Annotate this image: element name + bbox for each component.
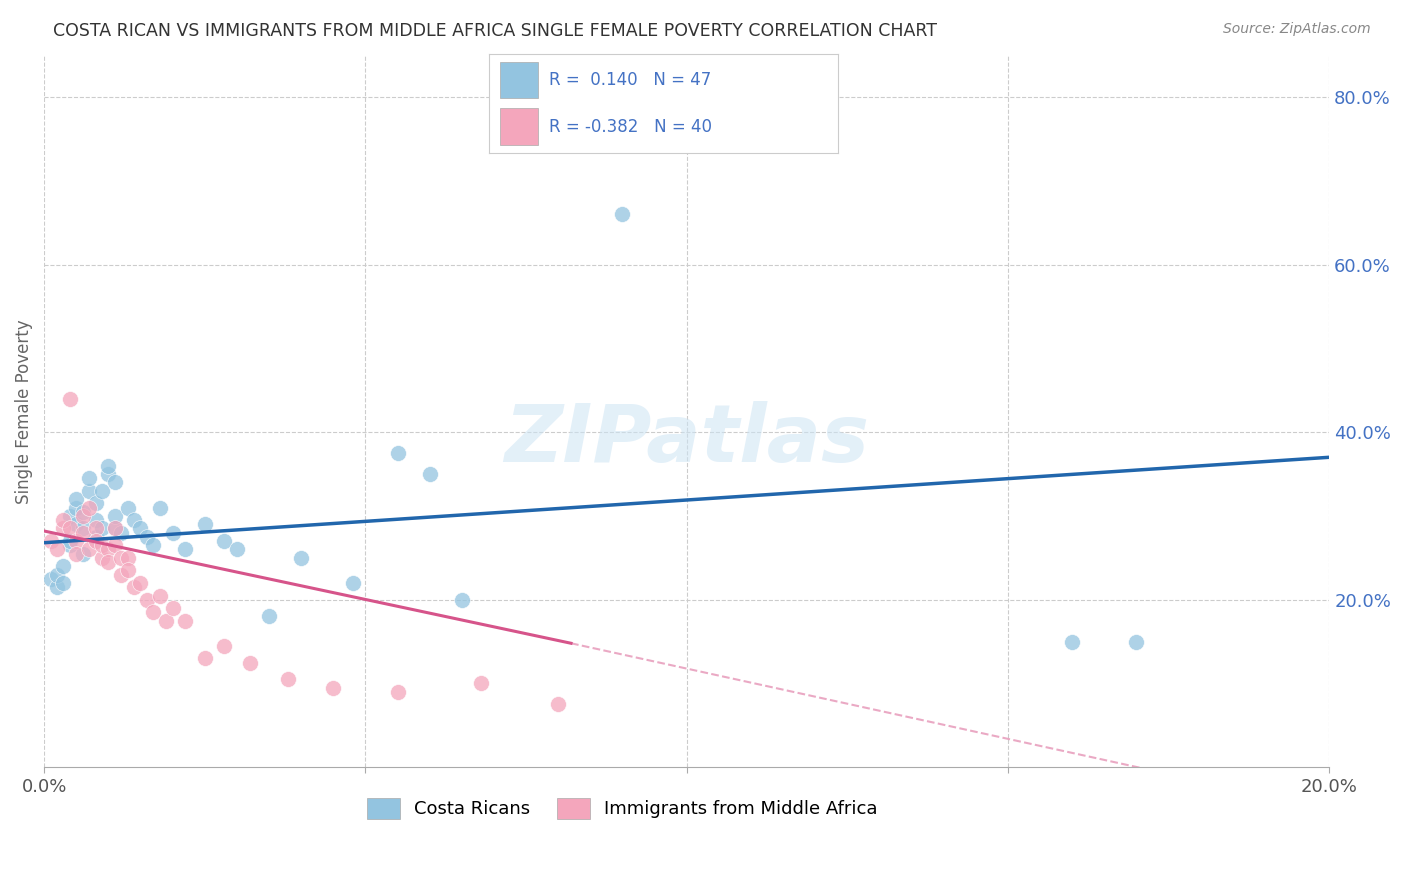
Point [142, 538, 165, 552]
Point [104, 508, 127, 523]
Point [212, 534, 235, 549]
Point [104, 521, 127, 535]
Bar [499, 109, 538, 145]
Point [91, 550, 114, 565]
Point [142, 605, 165, 619]
Point [162, 525, 184, 540]
Point [104, 521, 127, 535]
Point [1125, 634, 1147, 648]
Point [59, 508, 82, 523]
Point [46, 580, 69, 594]
Point [52, 559, 75, 574]
Point [84, 530, 107, 544]
Point [117, 500, 139, 515]
Point [174, 614, 197, 628]
Text: Source: ZipAtlas.com: Source: ZipAtlas.com [1223, 22, 1371, 37]
Point [612, 207, 634, 221]
Point [225, 542, 247, 557]
Point [97, 458, 120, 473]
Point [77, 483, 100, 498]
Point [65, 547, 87, 561]
Point [72, 547, 94, 561]
Point [72, 505, 94, 519]
Point [122, 580, 145, 594]
Point [65, 517, 87, 532]
Point [110, 550, 132, 565]
Point [322, 681, 344, 695]
Point [91, 538, 114, 552]
Point [212, 639, 235, 653]
Point [117, 550, 139, 565]
Point [419, 467, 441, 481]
Point [91, 521, 114, 535]
Point [257, 609, 280, 624]
Point [110, 567, 132, 582]
Point [149, 500, 172, 515]
Point [46, 542, 69, 557]
Point [97, 467, 120, 481]
Point [65, 500, 87, 515]
Point [59, 392, 82, 406]
Point [72, 521, 94, 535]
Point [77, 471, 100, 485]
Point [174, 542, 197, 557]
Point [39, 572, 62, 586]
Point [129, 576, 152, 591]
Point [387, 685, 409, 699]
Point [97, 555, 120, 569]
Point [77, 542, 100, 557]
Point [65, 534, 87, 549]
Point [135, 530, 157, 544]
Point [547, 698, 569, 712]
Point [277, 673, 299, 687]
Point [122, 513, 145, 527]
Point [52, 513, 75, 527]
Point [104, 538, 127, 552]
Point [117, 563, 139, 577]
Point [1062, 634, 1084, 648]
Point [155, 614, 177, 628]
Point [46, 567, 69, 582]
Point [91, 483, 114, 498]
Point [342, 576, 364, 591]
Point [59, 534, 82, 549]
Point [194, 517, 217, 532]
Y-axis label: Single Female Poverty: Single Female Poverty [15, 318, 32, 503]
Point [129, 521, 152, 535]
Point [59, 538, 82, 552]
Point [52, 521, 75, 535]
Point [239, 656, 262, 670]
Point [84, 534, 107, 549]
Point [84, 496, 107, 510]
Point [65, 492, 87, 507]
Text: COSTA RICAN VS IMMIGRANTS FROM MIDDLE AFRICA SINGLE FEMALE POVERTY CORRELATION C: COSTA RICAN VS IMMIGRANTS FROM MIDDLE AF… [53, 22, 938, 40]
Point [104, 475, 127, 490]
Text: R = -0.382   N = 40: R = -0.382 N = 40 [548, 118, 711, 136]
Point [450, 592, 472, 607]
Text: ZIPatlas: ZIPatlas [505, 401, 869, 479]
Point [135, 592, 157, 607]
Point [387, 446, 409, 460]
Point [110, 525, 132, 540]
Point [52, 576, 75, 591]
Point [59, 521, 82, 535]
Point [470, 676, 492, 690]
Bar [499, 62, 538, 98]
Point [84, 513, 107, 527]
Point [72, 508, 94, 523]
Point [162, 601, 184, 615]
Point [72, 525, 94, 540]
Point [149, 589, 172, 603]
Point [77, 500, 100, 515]
Text: R =  0.140   N = 47: R = 0.140 N = 47 [548, 71, 711, 89]
Point [84, 521, 107, 535]
Point [290, 550, 312, 565]
Legend: Costa Ricans, Immigrants from Middle Africa: Costa Ricans, Immigrants from Middle Afr… [360, 790, 884, 826]
Point [194, 651, 217, 665]
Point [97, 542, 120, 557]
Point [39, 534, 62, 549]
